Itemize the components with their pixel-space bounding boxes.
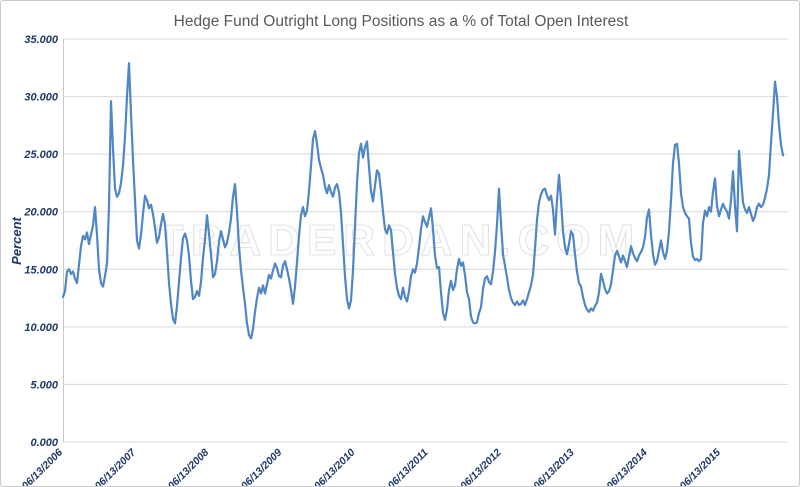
y-tick-label: 35.000 [24,34,59,46]
x-tick-label: 06/13/2015 [677,447,723,487]
y-tick-label: 20.000 [23,207,59,219]
series-line [61,62,785,340]
x-tick-label: 06/13/2012 [458,447,504,487]
y-tick-label: 15.000 [24,264,59,276]
y-tick-label: 0.000 [30,437,58,449]
chart-title: Hedge Fund Outright Long Positions as a … [174,13,629,30]
x-tick-label: 06/13/2011 [386,447,431,487]
y-tick-label: 30.000 [24,92,59,104]
x-tick-label: 06/13/2013 [531,447,577,487]
x-tick-label: 06/13/2007 [93,446,139,487]
data-series [61,62,785,340]
y-tick-label: 25.000 [23,149,59,161]
x-tick-label: 06/13/2006 [19,447,65,487]
y-tick-label: 10.000 [24,322,59,334]
gridlines [63,38,788,443]
x-tick-label: 06/13/2014 [604,447,650,487]
x-tick-label: 06/13/2009 [239,447,285,487]
y-axis-title: Percent [9,216,24,264]
x-tick-label: 06/13/2008 [166,447,212,487]
x-tick-label: 06/13/2010 [312,447,358,487]
y-tick-label: 5.000 [30,379,58,391]
